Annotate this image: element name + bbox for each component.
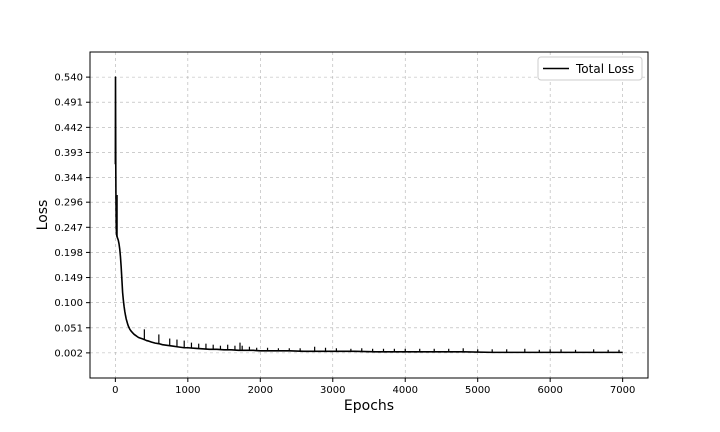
y-tick-label: 0.051 (54, 323, 83, 334)
y-tick-label: 0.296 (54, 198, 83, 209)
legend-label-total-loss: Total Loss (575, 62, 634, 76)
series-layer (114, 76, 623, 354)
y-tick-label: 0.491 (54, 98, 83, 109)
x-tick-label: 0 (112, 385, 118, 396)
x-tick-label: 6000 (537, 385, 562, 396)
y-tick-label: 0.247 (54, 223, 83, 234)
x-tick-label: 2000 (248, 385, 273, 396)
series-line-total-loss (114, 76, 623, 354)
y-tick-label: 0.100 (54, 298, 83, 309)
y-tick-label: 0.002 (54, 348, 83, 359)
y-tick-label: 0.198 (54, 248, 83, 259)
x-tick-label: 4000 (393, 385, 418, 396)
tick-layer: 0 1000 2000 3000 4000 5000 6000 7000 0.002 0.051 0… (54, 73, 635, 396)
x-tick-label: 1000 (175, 385, 200, 396)
y-tick-label: 0.393 (54, 148, 83, 159)
y-tick-label: 0.344 (54, 173, 83, 184)
y-tick-label: 0.149 (54, 273, 83, 284)
y-tick-label: 0.442 (54, 123, 83, 134)
x-axis-title: Epochs (344, 398, 394, 414)
x-tick-label: 5000 (465, 385, 490, 396)
plot-area-frame (89, 51, 649, 379)
x-tick-label: 7000 (610, 385, 635, 396)
y-tick-label: 0.540 (54, 73, 83, 84)
y-axis-title: Loss (35, 200, 51, 231)
legend: Total Loss (537, 56, 643, 81)
legend-box (537, 56, 643, 81)
x-tick-label: 3000 (320, 385, 345, 396)
